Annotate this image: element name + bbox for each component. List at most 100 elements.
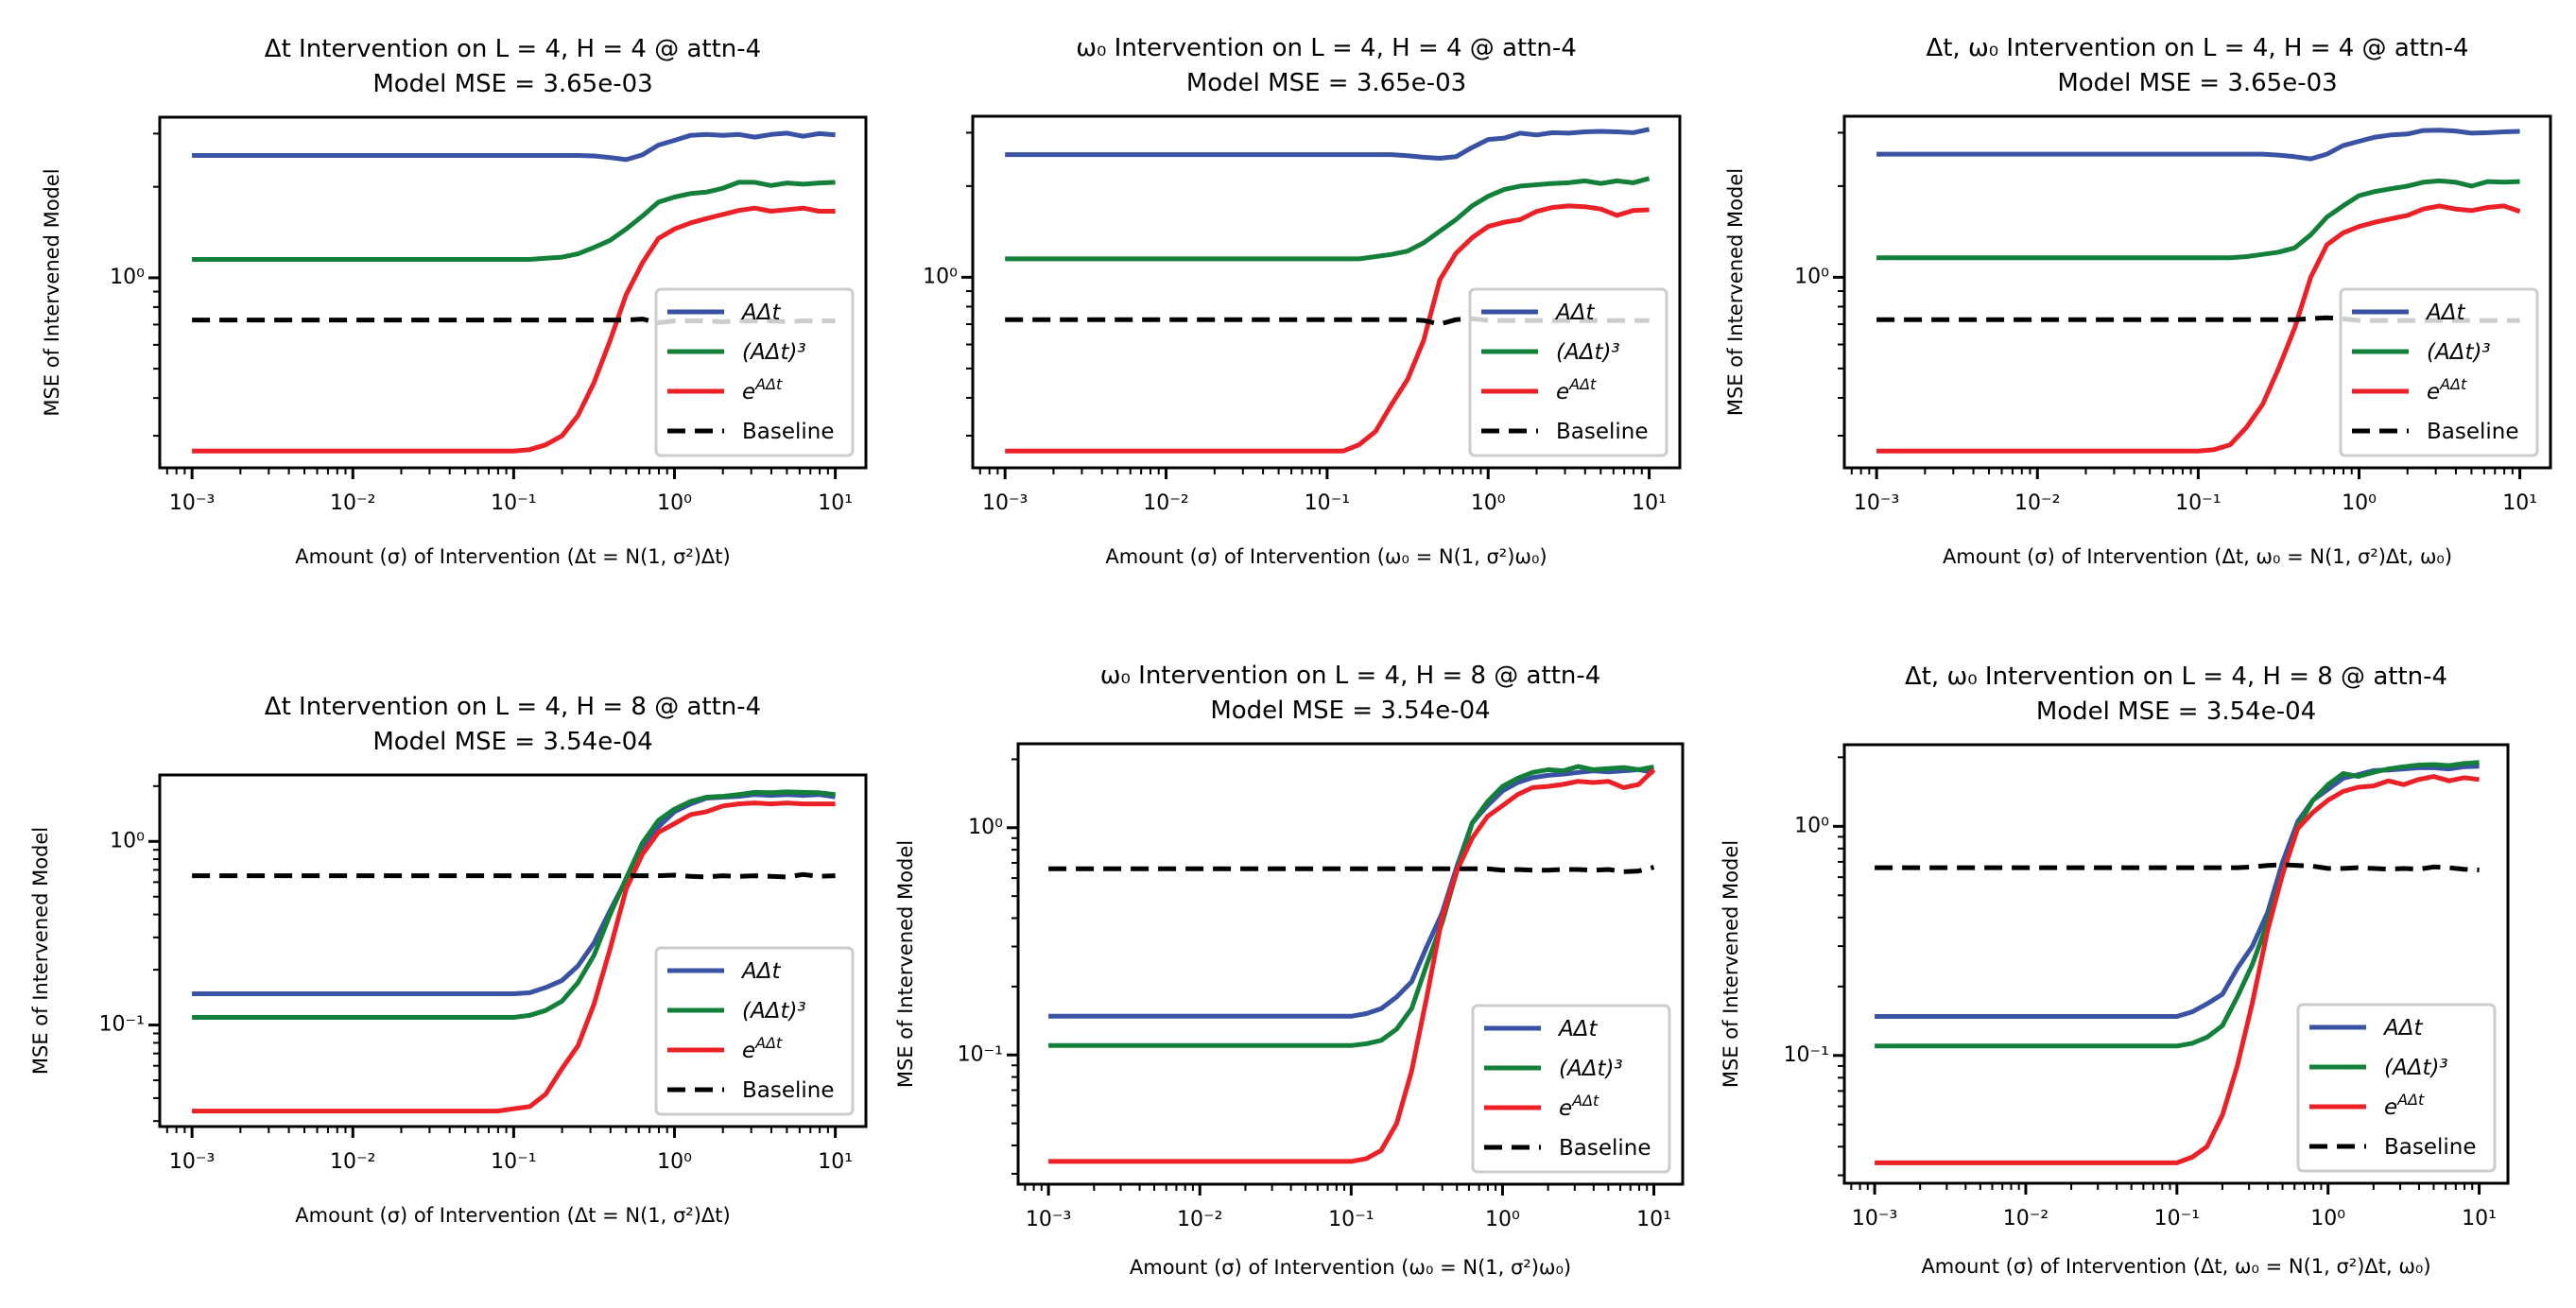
legend-label-text: e	[1556, 380, 1569, 404]
chart-subtitle: Model MSE = 3.54e-04	[372, 728, 652, 756]
x-tick-label: 10¹	[818, 1150, 853, 1174]
y-tick-label: 10⁻¹	[958, 1042, 1003, 1066]
x-tick-label: 10⁻³	[169, 1150, 215, 1174]
x-tick-label: 10⁻¹	[2154, 1207, 2200, 1231]
legend-label-text: AΔt	[2425, 301, 2465, 325]
y-tick-label: 10⁰	[110, 266, 145, 289]
x-tick-label: 10⁻²	[2003, 1207, 2049, 1231]
series-line-a-dt	[1875, 764, 2480, 1019]
axes-frame	[1842, 743, 2510, 1185]
x-tick-label: 10⁰	[1485, 1208, 1520, 1231]
subplot-5: ω₀ Intervention on L = 4, H = 8 @ attn-4…	[894, 662, 1685, 1279]
x-tick-label: 10⁰	[1471, 491, 1506, 515]
y-tick-label: 10⁰	[1794, 814, 1829, 837]
series-line-a-dt-cubed	[1875, 760, 2480, 1049]
series-line-a-dt-cubed	[1048, 764, 1654, 1048]
x-axis-label: Amount (σ) of Intervention (ω₀ = N(1, σ²…	[1130, 1256, 1571, 1279]
legend-label-text: (AΔt)³	[1559, 1057, 1623, 1081]
x-axis-label: Amount (σ) of Intervention (Δt, ω₀ = N(1…	[1921, 1255, 2430, 1278]
legend-label-text: (AΔt)³	[2384, 1056, 2448, 1080]
legend-label-text: AΔt	[740, 301, 781, 325]
chart-subtitle: Model MSE = 3.65e-03	[1186, 69, 1466, 97]
legend-frame	[2296, 1003, 2497, 1173]
legend-label-text: AΔt	[740, 959, 781, 984]
y-tick-label: 10⁰	[110, 829, 145, 852]
chart-subtitle: Model MSE = 3.54e-04	[1210, 697, 1490, 725]
series-line-a-dt-cubed	[192, 180, 836, 262]
legend-label: Baseline	[2384, 1135, 2477, 1160]
y-tick-label: 10⁰	[1794, 265, 1829, 288]
axes-frame	[158, 773, 868, 1128]
x-tick-label: 10⁻²	[330, 1150, 375, 1174]
x-tick-label: 10⁻¹	[491, 1150, 536, 1174]
legend-label-text: (AΔt)³	[742, 340, 806, 365]
legend-label: AΔt	[2382, 1016, 2423, 1041]
legend-frame	[654, 287, 855, 457]
legend-label-superscript: AΔt	[2396, 1091, 2425, 1109]
legend: AΔt (AΔt)³ eAΔt Baseline	[654, 946, 855, 1116]
subplot-2: ω₀ Intervention on L = 4, H = 4 @ attn-4…	[923, 34, 1682, 568]
chart-title: Δt Intervention on L = 4, H = 8 @ attn-4	[265, 693, 761, 721]
axes-frame	[1842, 114, 2552, 470]
chart-title: ω₀ Intervention on L = 4, H = 4 @ attn-4	[1076, 34, 1577, 62]
legend-label-text: e	[1559, 1096, 1572, 1121]
legend-label: eAΔt	[1556, 375, 1597, 404]
y-axis-label: MSE of Intervened Model	[41, 168, 63, 416]
legend-label: AΔt	[740, 959, 781, 984]
legend-label-text: (AΔt)³	[742, 999, 806, 1024]
legend-label-text: Baseline	[1556, 420, 1649, 444]
x-tick-label: 10¹	[818, 491, 853, 515]
x-tick-label: 10⁻¹	[491, 491, 536, 515]
legend-label: (AΔt)³	[2384, 1056, 2448, 1080]
legend-label-text: e	[2384, 1095, 2397, 1120]
legend-label-text: Baseline	[1559, 1136, 1651, 1161]
x-axis-label: Amount (σ) of Intervention (Δt = N(1, σ²…	[295, 545, 730, 568]
series-line-exp-a-dt	[1048, 767, 1656, 1164]
legend-label: AΔt	[1557, 1017, 1598, 1041]
series-line-exp-a-dt	[1005, 203, 1650, 454]
legend-label: eAΔt	[742, 1034, 783, 1063]
y-axis-label: MSE of Intervened Model	[894, 840, 917, 1088]
legend-label-text: (AΔt)³	[1556, 340, 1620, 365]
series-line-baseline	[1875, 862, 2480, 872]
series-line-a-dt-cubed	[192, 789, 836, 1020]
y-axis-label: MSE of Intervened Model	[29, 827, 52, 1075]
legend-label: (AΔt)³	[1556, 340, 1620, 365]
x-tick-label: 10⁻³	[1854, 491, 1899, 515]
legend-label: Baseline	[742, 1078, 835, 1103]
subplot-4: Δt Intervention on L = 4, H = 8 @ attn-4…	[29, 693, 868, 1227]
legend-label-text: AΔt	[2382, 1016, 2423, 1041]
y-tick-label: 10⁻¹	[99, 1013, 145, 1037]
legend-label-text: Baseline	[742, 1078, 835, 1103]
series-line-a-dt	[1048, 766, 1654, 1019]
x-tick-label: 10⁻²	[1177, 1208, 1222, 1231]
legend-label: AΔt	[1554, 301, 1595, 325]
series-line-exp-a-dt	[1875, 774, 2480, 1165]
x-tick-label: 10⁻²	[330, 491, 375, 515]
chart-subtitle: Model MSE = 3.65e-03	[372, 70, 652, 98]
legend-label-text: e	[742, 380, 755, 404]
legend: AΔt (AΔt)³ eAΔt Baseline	[1468, 287, 1668, 457]
series-line-exp-a-dt	[1876, 203, 2521, 454]
series-line-a-dt	[192, 130, 836, 163]
legend-label-superscript: AΔt	[754, 1034, 783, 1052]
legend-label-superscript: AΔt	[2439, 375, 2467, 393]
legend-frame	[1471, 1004, 1671, 1174]
axes-frame	[971, 114, 1682, 470]
series-line-a-dt	[1005, 127, 1651, 161]
x-tick-label: 10⁻¹	[1328, 1208, 1374, 1231]
chart-title: ω₀ Intervention on L = 4, H = 8 @ attn-4	[1100, 662, 1601, 690]
x-tick-label: 10¹	[2502, 491, 2537, 515]
x-tick-label: 10⁻²	[2014, 491, 2060, 515]
legend-label: Baseline	[2427, 420, 2519, 444]
series-line-baseline	[192, 871, 836, 880]
legend-label: eAΔt	[2384, 1091, 2425, 1120]
legend-label: (AΔt)³	[1559, 1057, 1623, 1081]
legend-frame	[654, 946, 855, 1116]
x-tick-label: 10⁰	[2342, 491, 2377, 515]
legend-label-text: e	[2427, 380, 2440, 404]
y-tick-label: 10⁰	[968, 816, 1003, 839]
